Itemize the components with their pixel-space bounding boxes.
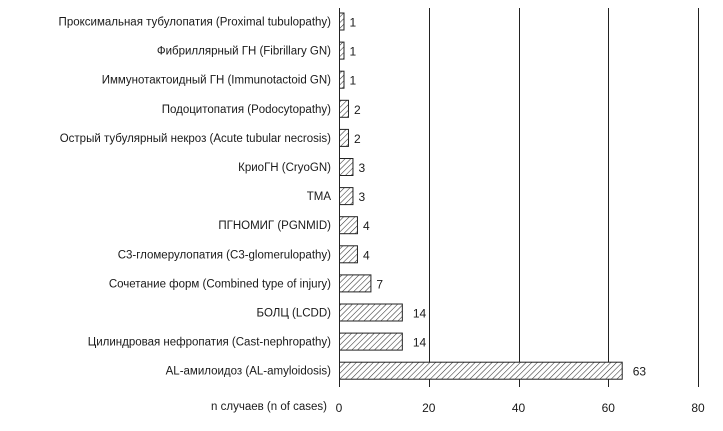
category-label: С3-гломерулопатия (C3-glomerulopathy) [118, 249, 331, 261]
x-tick-label: 80 [691, 401, 705, 415]
data-label: 1 [349, 45, 356, 59]
data-label: 1 [349, 16, 356, 30]
category-labels: Проксимальная тубулопатия (Proximal tubu… [59, 17, 332, 378]
category-label: БОЛЦ (LCDD) [257, 308, 332, 320]
category-label: ТМА [307, 191, 332, 203]
data-label: 3 [358, 190, 365, 204]
bars [339, 12, 623, 380]
bar [339, 99, 349, 118]
data-label: 2 [354, 132, 361, 146]
bar [339, 158, 354, 176]
category-label: Цилиндровая нефропатия (Cast-nephropathy… [88, 337, 331, 349]
category-label: Острый тубулярный некроз (Acute tubular … [60, 133, 331, 145]
bar [339, 41, 345, 60]
bar [339, 274, 372, 293]
data-label: 14 [413, 336, 427, 350]
category-label: Проксимальная тубулопатия (Proximal tubu… [59, 17, 332, 29]
gridlines [339, 8, 699, 387]
category-label: Подоцитопатия (Podocytopathy) [162, 104, 331, 116]
category-label: ПГНОМИГ (PGNMID) [218, 220, 331, 232]
bar [339, 128, 349, 147]
x-axis-title: n случаев (n of cases) [211, 401, 327, 413]
data-label: 3 [358, 161, 365, 175]
value-labels: 1 1 1 2 2 3 3 4 4 7 14 14 63 [349, 16, 646, 379]
data-label: 14 [413, 307, 427, 321]
bar [339, 361, 623, 380]
data-label: 1 [349, 74, 356, 88]
category-label: Иммунотактоидный ГН (Immunotactoid GN) [102, 75, 331, 87]
data-label: 4 [363, 248, 370, 262]
category-label: Сочетание форм (Combined type of injury) [109, 278, 331, 290]
x-tick-labels: 0 20 40 60 80 [336, 401, 705, 415]
category-label: Фибриллярный ГН (Fibrillary GN) [157, 46, 331, 58]
bar [339, 187, 354, 206]
bar [339, 70, 345, 89]
bar [339, 332, 403, 351]
x-tick-label: 0 [336, 401, 343, 415]
category-label: AL-амилоидоз (AL-amyloidosis) [166, 366, 332, 378]
bar [339, 216, 358, 235]
data-label: 2 [354, 103, 361, 117]
category-label: КриоГН (CryoGN) [238, 162, 331, 174]
data-label: 7 [376, 277, 383, 291]
data-label: 63 [633, 365, 647, 379]
x-tick-label: 60 [602, 401, 616, 415]
bar [339, 12, 345, 31]
bar [339, 245, 358, 264]
bar [339, 303, 403, 322]
data-label: 4 [363, 219, 370, 233]
x-tick-label: 40 [512, 401, 526, 415]
x-tick-label: 20 [422, 401, 436, 415]
